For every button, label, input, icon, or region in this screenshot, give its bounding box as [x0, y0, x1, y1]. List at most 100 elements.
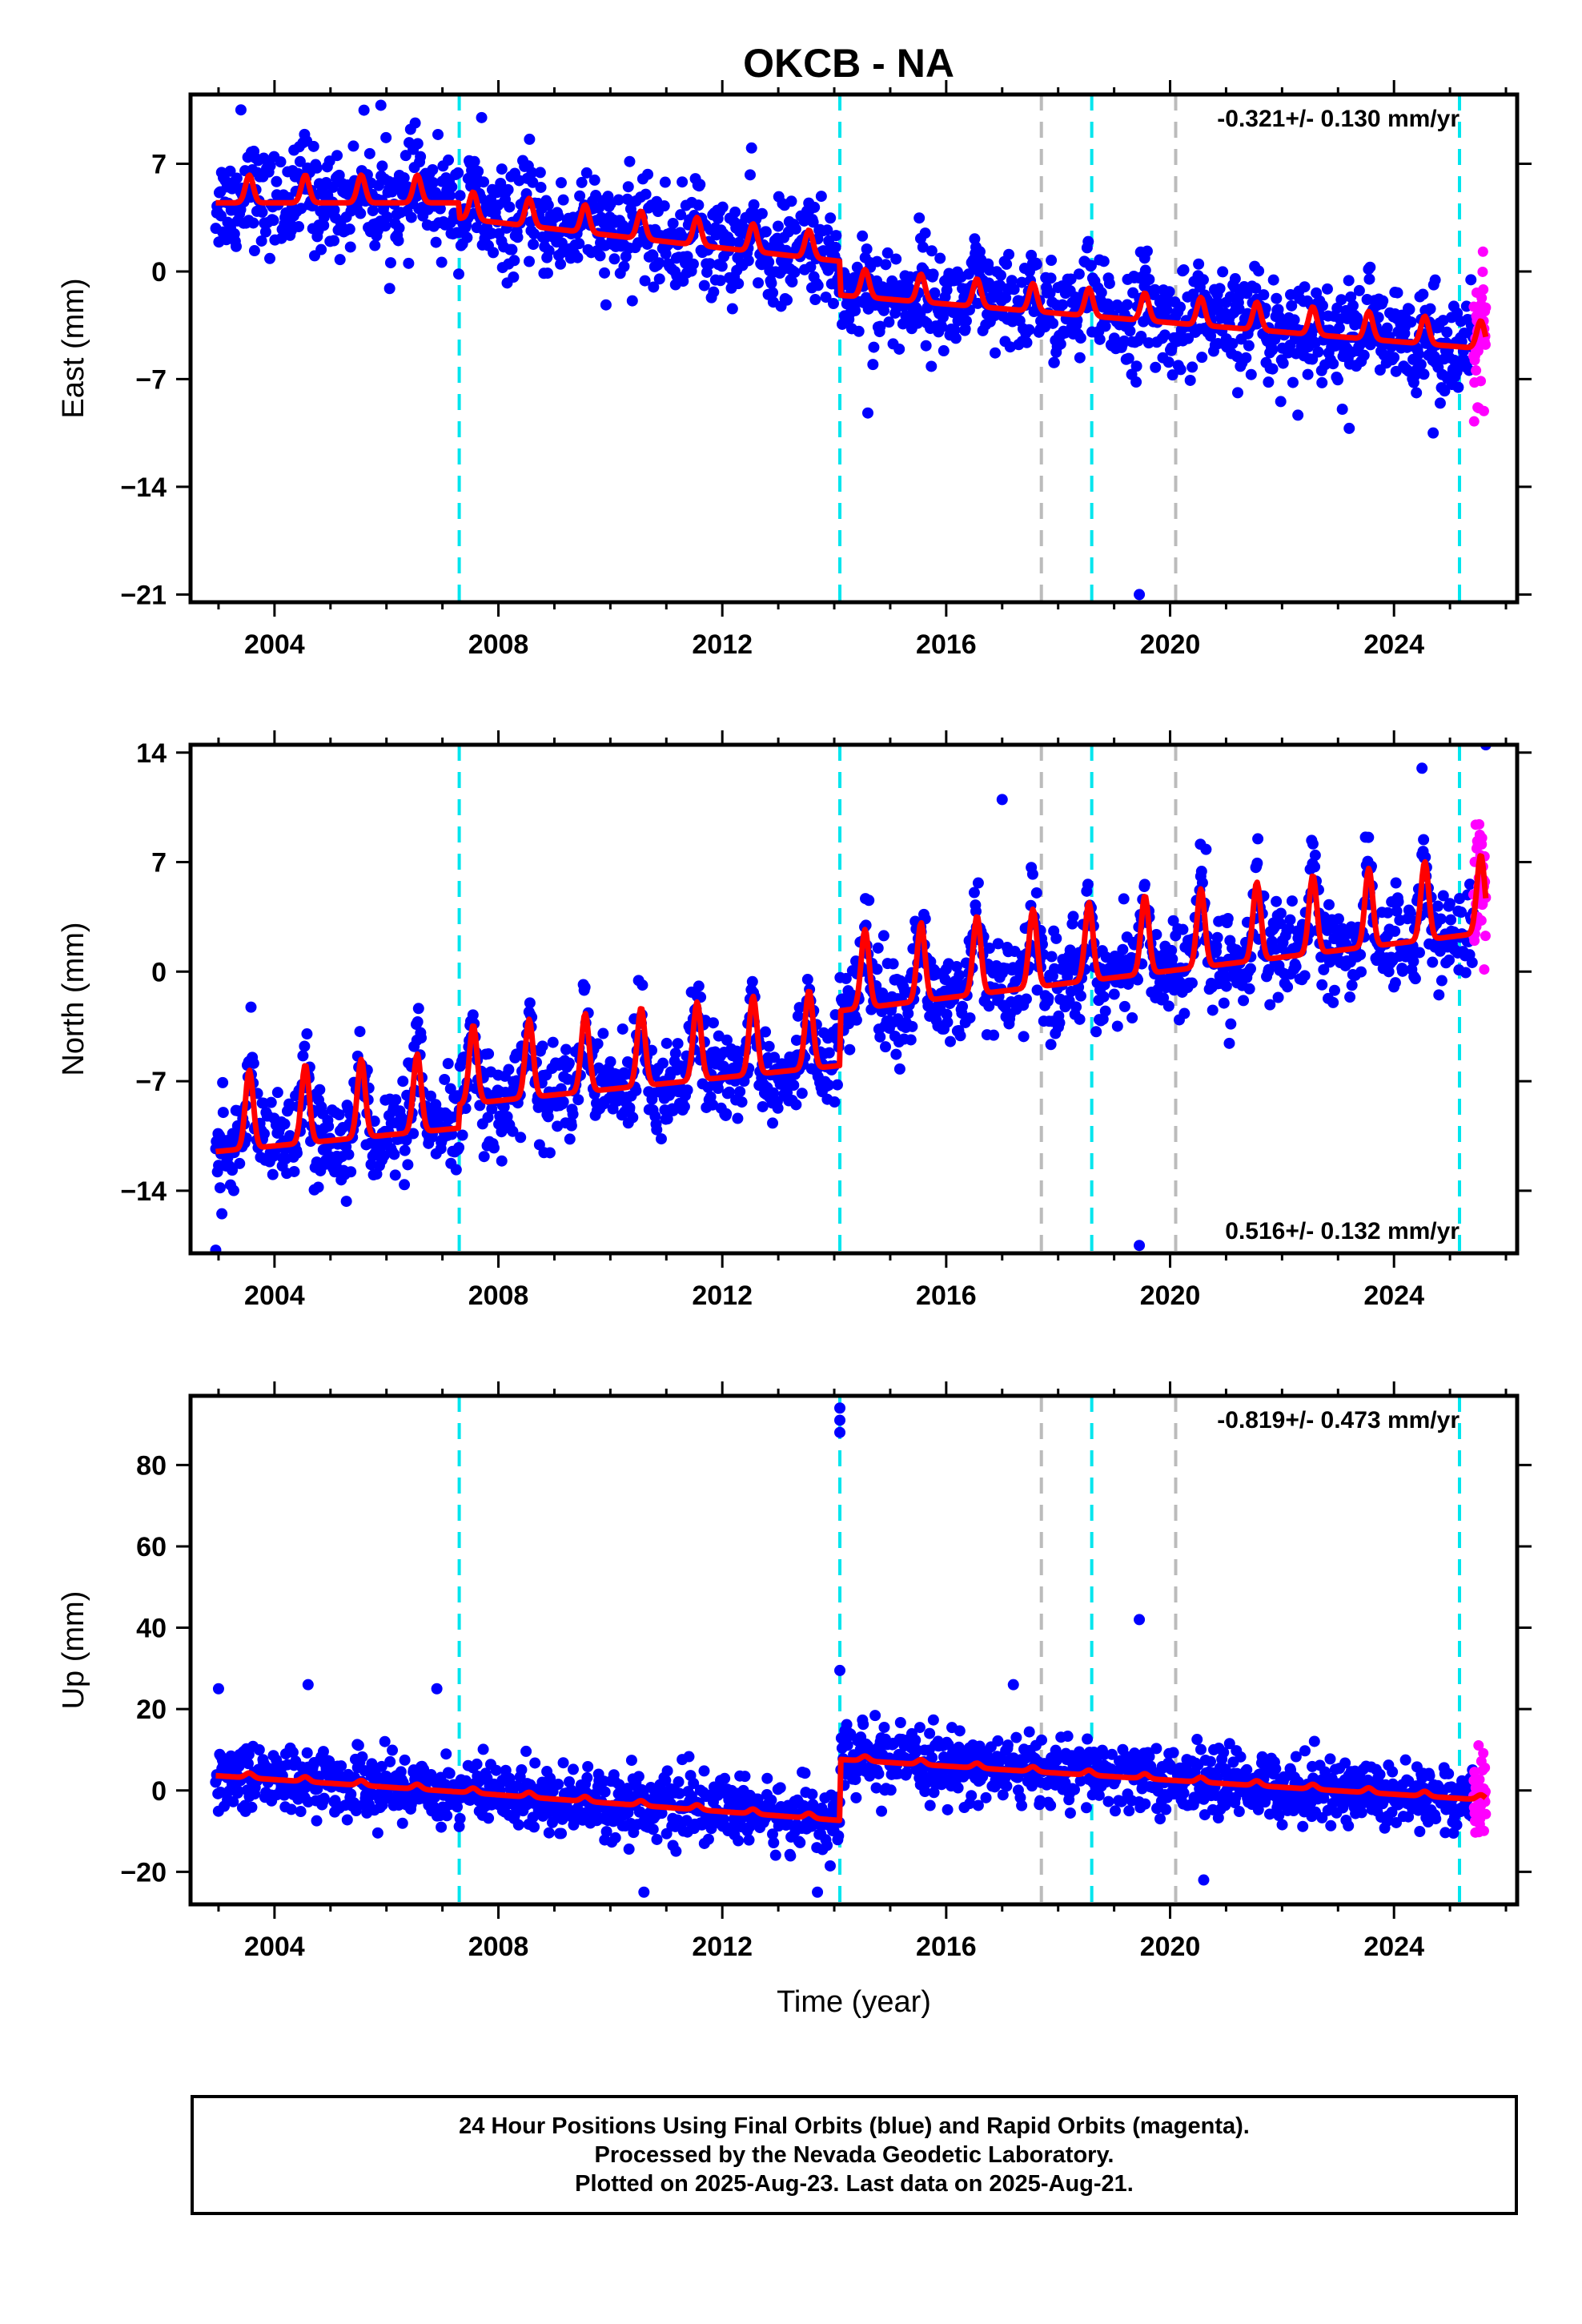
final-orbit-point: [1243, 983, 1255, 995]
final-orbit-point: [1391, 905, 1403, 917]
final-orbit-point: [809, 294, 821, 306]
final-orbit-point: [1466, 956, 1478, 968]
final-orbit-point: [653, 273, 665, 285]
final-orbit-point: [580, 167, 592, 179]
final-orbit-point: [1138, 879, 1150, 891]
final-orbit-point: [712, 1083, 724, 1095]
final-orbit-point: [760, 226, 772, 238]
final-orbit-point: [486, 1103, 498, 1115]
outlier-point: [1416, 762, 1428, 774]
final-orbit-point: [328, 235, 340, 247]
final-orbit-point: [579, 981, 591, 993]
final-orbit-point: [1154, 1813, 1166, 1825]
final-orbit-point: [1245, 368, 1257, 380]
final-orbit-point: [227, 1184, 239, 1196]
final-orbit-point: [694, 179, 706, 191]
final-orbit-point: [1412, 348, 1424, 360]
final-orbit-point: [450, 1164, 462, 1176]
final-orbit-point: [528, 1821, 540, 1833]
final-orbit-point: [444, 1083, 456, 1095]
final-orbit-point: [567, 1108, 579, 1120]
y-tick-label: 0: [151, 257, 167, 287]
final-orbit-point: [1419, 851, 1431, 863]
final-orbit-point: [1252, 833, 1264, 845]
final-orbit-point: [1062, 1731, 1074, 1743]
final-orbit-point: [801, 974, 813, 986]
final-orbit-point: [1205, 1755, 1217, 1767]
final-orbit-point: [1282, 981, 1294, 993]
final-orbit-point: [600, 299, 612, 311]
final-orbit-point: [772, 220, 784, 232]
final-orbit-point: [840, 972, 852, 984]
final-orbit-point: [753, 277, 765, 289]
final-orbit-point: [588, 174, 600, 186]
final-orbit-point: [746, 975, 758, 987]
final-orbit-point: [1191, 1734, 1203, 1746]
final-orbit-point: [1251, 857, 1263, 869]
final-orbit-point: [1407, 955, 1419, 967]
final-orbit-point: [227, 1795, 239, 1807]
final-orbit-point: [1070, 1001, 1082, 1013]
final-orbit-point: [504, 201, 516, 213]
final-orbit-point: [1427, 956, 1439, 968]
final-orbit-point: [1158, 329, 1170, 341]
final-orbit-point: [1149, 283, 1161, 296]
final-orbit-point: [661, 1037, 673, 1049]
final-orbit-point: [383, 283, 396, 295]
final-orbit-point: [673, 1776, 685, 1788]
final-orbit-point: [1073, 268, 1085, 280]
final-orbit-point: [560, 1043, 572, 1055]
y-tick-label: −14: [120, 1176, 167, 1207]
final-orbit-point: [434, 203, 446, 215]
final-orbit-point: [1115, 1795, 1127, 1807]
final-orbit-point: [427, 163, 439, 175]
final-orbit-point: [1135, 330, 1147, 342]
final-orbit-point: [495, 178, 507, 190]
final-orbit-point: [524, 255, 536, 267]
final-orbit-point: [667, 217, 679, 229]
final-orbit-point: [1160, 1803, 1172, 1815]
points-north: [210, 745, 1492, 1253]
final-orbit-point: [653, 257, 665, 269]
final-orbit-point: [1253, 265, 1265, 277]
final-orbit-point: [343, 1148, 355, 1160]
final-orbit-point: [347, 140, 359, 152]
final-orbit-point: [1286, 300, 1298, 312]
final-orbit-point: [1122, 352, 1134, 364]
final-orbit-point: [1333, 322, 1345, 334]
final-orbit-point: [742, 255, 754, 267]
final-orbit-point: [1284, 914, 1296, 926]
final-orbit-point: [214, 1182, 226, 1194]
final-orbit-point: [613, 1779, 625, 1791]
final-orbit-point: [496, 163, 508, 175]
final-orbit-point: [496, 1155, 508, 1167]
final-orbit-point: [356, 1751, 368, 1763]
plot-frame: [188, 742, 1520, 1256]
final-orbit-point: [624, 155, 636, 167]
final-orbit-point: [454, 1812, 466, 1824]
final-orbit-point: [623, 1844, 635, 1856]
final-orbit-point: [661, 1765, 673, 1777]
final-orbit-point: [344, 241, 356, 253]
final-orbit-point: [849, 304, 861, 316]
final-orbit-point: [335, 1760, 347, 1772]
final-orbit-point: [409, 117, 421, 129]
final-orbit-point: [297, 1050, 309, 1062]
final-orbit-point: [877, 930, 889, 942]
final-orbit-point: [452, 1801, 464, 1813]
final-orbit-point: [769, 1849, 781, 1861]
final-orbit-point: [616, 1023, 628, 1035]
final-orbit-point: [478, 176, 490, 188]
final-orbit-point: [1224, 291, 1236, 303]
y-tick-label: 7: [151, 149, 167, 179]
final-orbit-point: [526, 167, 538, 179]
final-orbit-point: [483, 1812, 495, 1824]
final-orbit-point: [1132, 974, 1144, 986]
final-orbit-point: [781, 294, 793, 306]
final-orbit-point: [555, 258, 567, 270]
final-orbit-point: [1332, 913, 1344, 925]
final-orbit-point: [1102, 1795, 1114, 1807]
final-orbit-point: [767, 287, 779, 299]
final-orbit-point: [757, 1100, 769, 1112]
final-orbit-point: [793, 1002, 805, 1014]
